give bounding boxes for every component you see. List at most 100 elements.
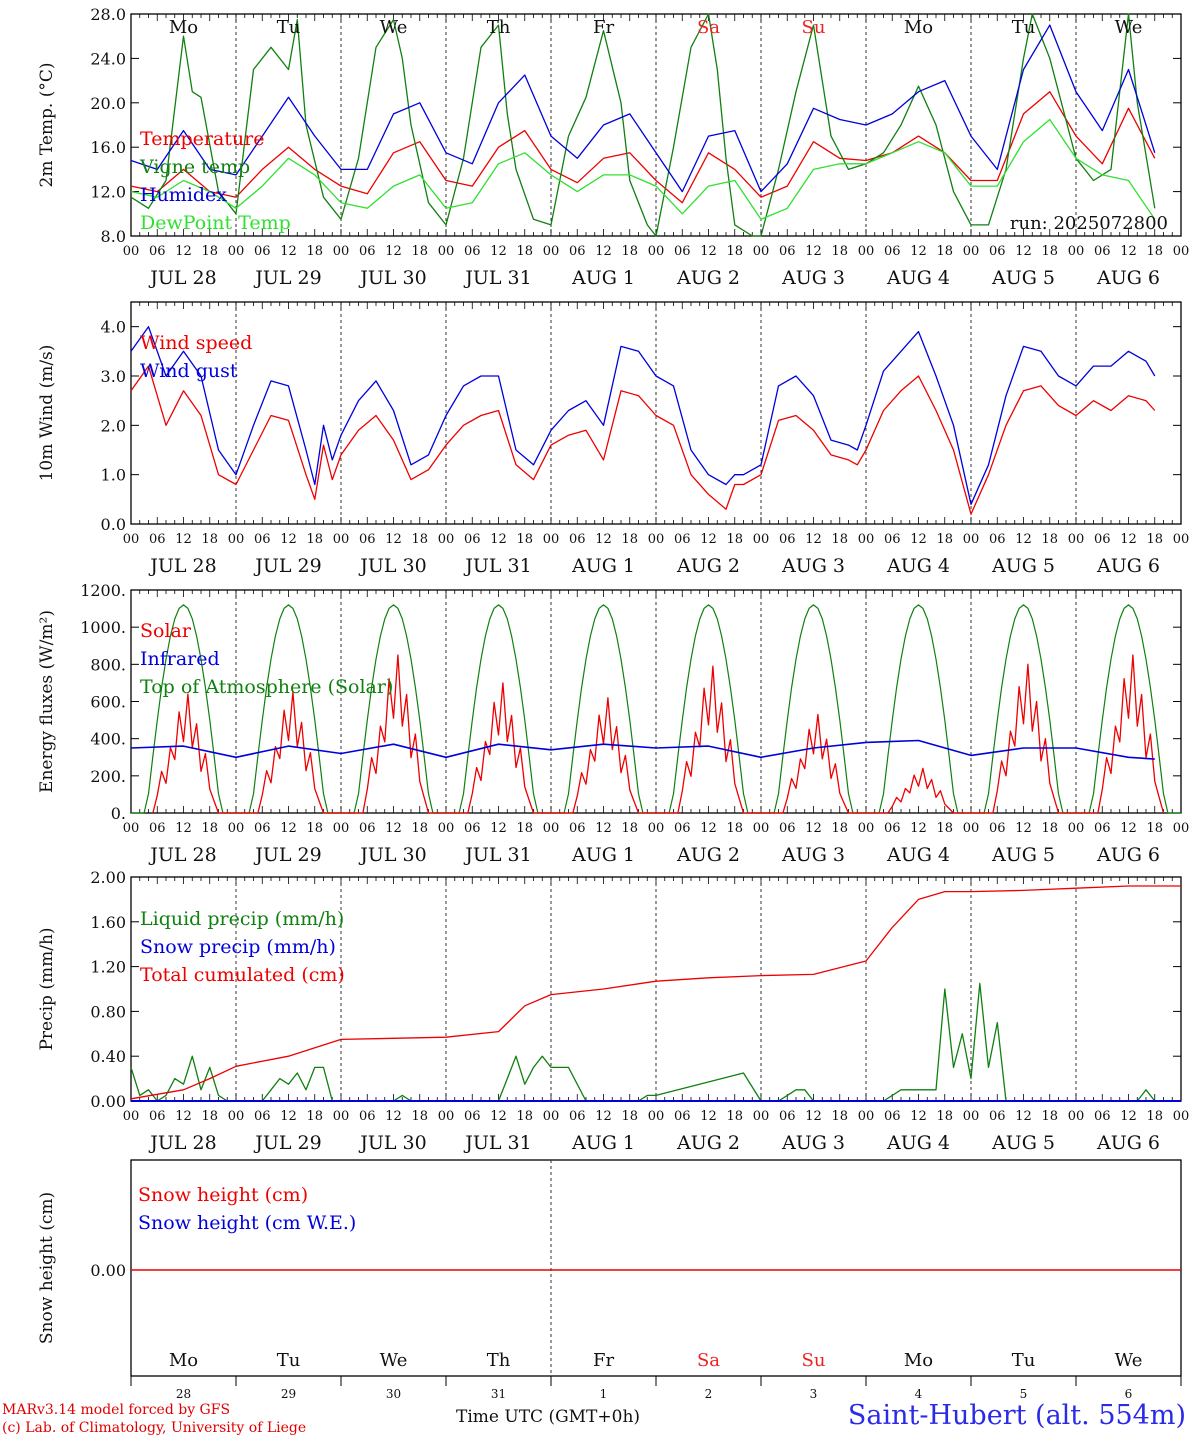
legend-label: Temperature: [140, 128, 264, 150]
hour-tick-label: 06: [254, 244, 271, 259]
date-label: AUG 1: [571, 555, 635, 577]
hour-tick-label: 12: [910, 244, 927, 259]
hour-tick-label: 06: [359, 532, 376, 547]
hour-tick-label: 12: [700, 244, 717, 259]
date-label: AUG 4: [886, 1132, 950, 1154]
date-label: AUG 2: [676, 844, 740, 866]
hour-tick-label: 06: [254, 1109, 271, 1124]
date-label: AUG 4: [886, 555, 950, 577]
date-label: AUG 3: [781, 267, 845, 289]
date-label: JUL 31: [463, 267, 531, 289]
hour-tick-label: 18: [726, 532, 743, 547]
day-name-label: Mo: [904, 17, 933, 38]
hour-tick-label: 00: [543, 821, 560, 836]
y-tick-label: 600.: [90, 693, 126, 712]
date-label: AUG 5: [991, 844, 1055, 866]
hour-tick-label: 12: [595, 532, 612, 547]
date-label: AUG 5: [991, 267, 1055, 289]
date-label: JUL 28: [148, 1132, 216, 1154]
hour-tick-label: 06: [674, 821, 691, 836]
hour-tick-label: 00: [753, 244, 770, 259]
day-name-label: Su: [802, 17, 826, 38]
bottom-day-name: Fr: [593, 1350, 614, 1371]
hour-tick-label: 12: [595, 821, 612, 836]
series-line-toa-solar: [131, 604, 1181, 814]
hour-tick-label: 18: [306, 244, 323, 259]
hour-tick-label: 06: [254, 821, 271, 836]
legend-label: Wind speed: [140, 332, 252, 354]
hour-tick-label: 18: [1146, 244, 1163, 259]
series-line-solar: [152, 654, 1165, 814]
hour-tick-label: 06: [1094, 1109, 1111, 1124]
legend-label: Wind gust: [140, 360, 238, 382]
hour-tick-label: 18: [306, 532, 323, 547]
hour-tick-label: 00: [648, 1109, 665, 1124]
hour-tick-label: 00: [543, 532, 560, 547]
y-tick-label: 0.40: [90, 1047, 126, 1066]
hour-tick-label: 12: [490, 532, 507, 547]
date-label: AUG 6: [1096, 267, 1160, 289]
hour-tick-label: 06: [359, 244, 376, 259]
bottom-day-number: 6: [1125, 1387, 1133, 1400]
day-name-label: Fr: [593, 17, 614, 38]
hour-tick-label: 00: [1068, 244, 1085, 259]
hour-tick-label: 00: [123, 244, 140, 259]
hour-tick-label: 00: [123, 1109, 140, 1124]
legend-label: Snow height (cm): [138, 1184, 308, 1206]
hour-tick-label: 06: [359, 1109, 376, 1124]
y-tick-label: 0.80: [90, 1002, 126, 1021]
station-label: Saint-Hubert (alt. 554m): [847, 1400, 1186, 1431]
hour-tick-label: 00: [438, 821, 455, 836]
series-line-temperature: [130, 91, 1156, 204]
bottom-day-number: 29: [281, 1387, 296, 1400]
plot-frame-energy: [130, 589, 1182, 814]
y-tick-label: 16.0: [90, 138, 126, 157]
date-label: AUG 5: [991, 555, 1055, 577]
hour-tick-label: 12: [1015, 1109, 1032, 1124]
series-line-wind-gust: [130, 326, 1156, 505]
hour-tick-label: 06: [1094, 244, 1111, 259]
y-tick-label: 1000.: [80, 618, 126, 637]
hour-tick-label: 00: [543, 244, 560, 259]
legend-label: Liquid precip (mm/h): [140, 908, 344, 930]
date-label: JUL 28: [148, 844, 216, 866]
hour-tick-label: 00: [438, 532, 455, 547]
hour-tick-label: 00: [123, 532, 140, 547]
date-label: JUL 31: [463, 1132, 531, 1154]
date-label: AUG 4: [886, 844, 950, 866]
hour-tick-label: 06: [674, 532, 691, 547]
series-line-wind-speed: [130, 365, 1156, 515]
y-tick-label: 1.20: [90, 958, 126, 977]
hour-tick-label: 06: [149, 532, 166, 547]
hour-tick-label: 12: [280, 821, 297, 836]
hour-tick-label: 00: [123, 821, 140, 836]
hour-tick-label: 18: [621, 821, 638, 836]
hour-tick-label: 12: [280, 532, 297, 547]
y-tick-label: 200.: [90, 767, 126, 786]
y-tick-label: 400.: [90, 730, 126, 749]
bottom-day-number: 30: [386, 1387, 401, 1400]
hour-tick-label: 18: [831, 1109, 848, 1124]
y-axis-label: 2m Temp. (°C): [37, 62, 57, 187]
hour-tick-label: 18: [1041, 532, 1058, 547]
hour-tick-label: 00: [228, 821, 245, 836]
hour-tick-label: 12: [1015, 244, 1032, 259]
bottom-day-name: We: [1115, 1350, 1143, 1371]
hour-tick-label: 18: [516, 821, 533, 836]
bottom-day-number: 3: [810, 1387, 818, 1400]
hour-tick-label: 00: [333, 821, 350, 836]
y-tick-label: 1.60: [90, 913, 126, 932]
hour-tick-label: 06: [989, 821, 1006, 836]
hour-tick-label: 12: [910, 821, 927, 836]
hour-tick-label: 00: [648, 244, 665, 259]
hour-tick-label: 18: [306, 821, 323, 836]
hour-tick-label: 06: [464, 1109, 481, 1124]
hour-tick-label: 06: [569, 244, 586, 259]
date-label: JUL 29: [253, 267, 321, 289]
hour-tick-label: 12: [910, 1109, 927, 1124]
day-name-label: We: [1115, 17, 1143, 38]
hour-tick-label: 12: [385, 244, 402, 259]
hour-tick-label: 06: [149, 1109, 166, 1124]
hour-tick-label: 12: [1120, 821, 1137, 836]
hour-tick-label: 12: [175, 1109, 192, 1124]
